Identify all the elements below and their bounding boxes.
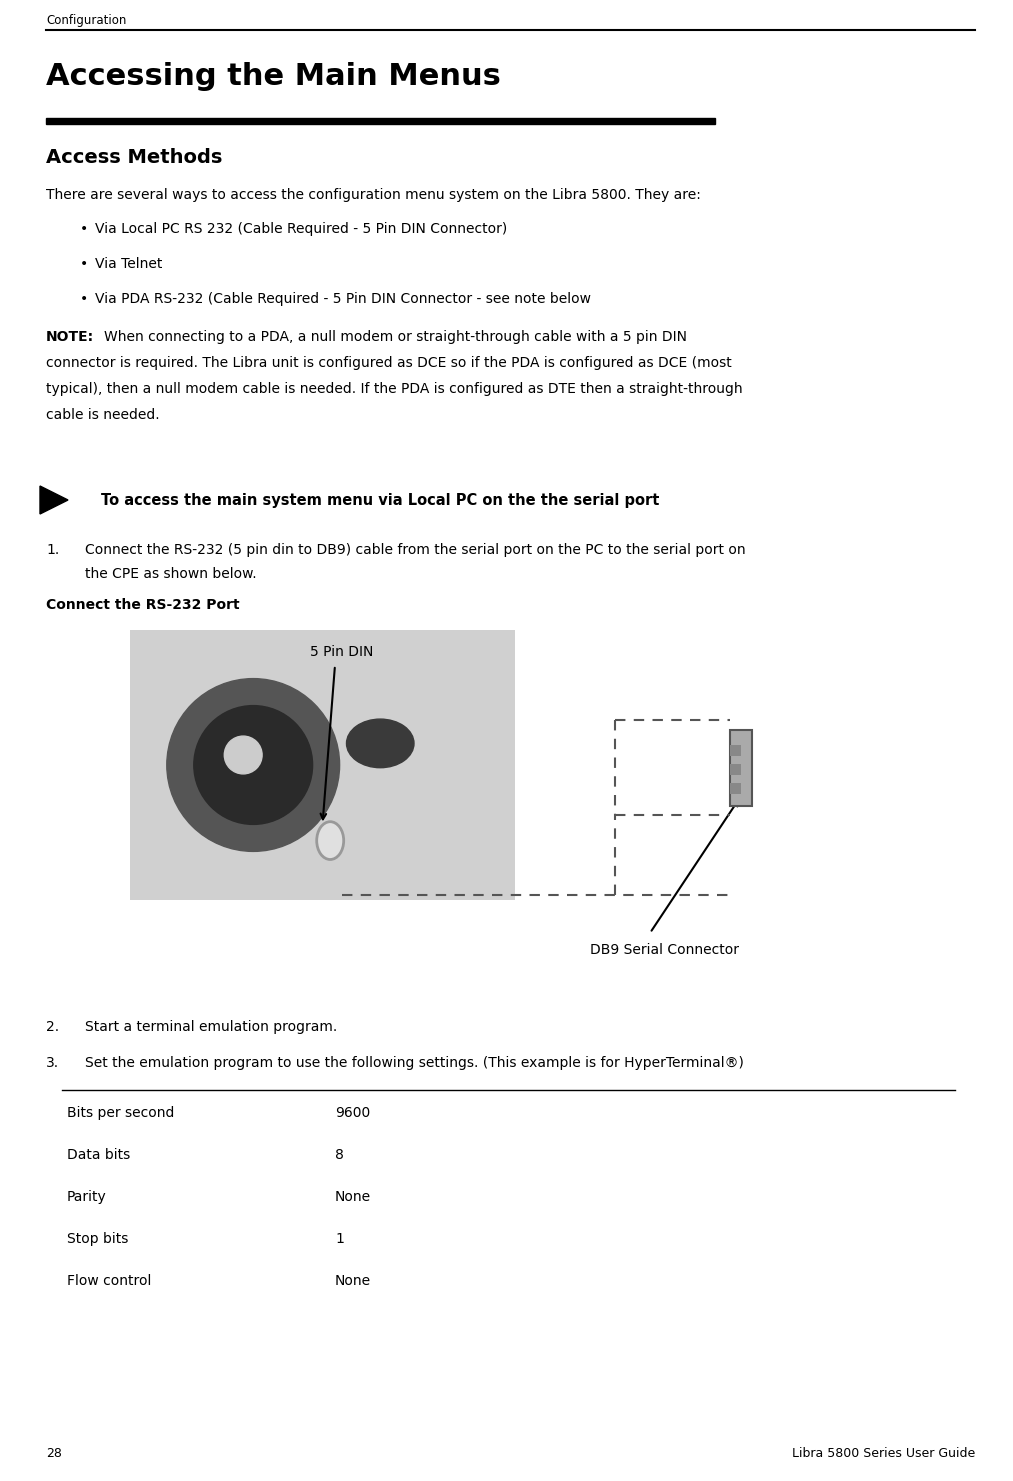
Text: typical), then a null modem cable is needed. If the PDA is configured as DTE the: typical), then a null modem cable is nee… bbox=[46, 382, 743, 395]
Text: None: None bbox=[335, 1274, 371, 1288]
Text: Parity: Parity bbox=[67, 1191, 106, 1204]
Text: None: None bbox=[335, 1191, 371, 1204]
Text: Stop bits: Stop bits bbox=[67, 1232, 129, 1246]
Text: Data bits: Data bits bbox=[67, 1148, 131, 1163]
Text: Set the emulation program to use the following settings. (This example is for Hy: Set the emulation program to use the fol… bbox=[85, 1056, 744, 1069]
Circle shape bbox=[167, 678, 339, 852]
Text: •: • bbox=[80, 292, 88, 307]
Text: •: • bbox=[80, 258, 88, 271]
Text: 9600: 9600 bbox=[335, 1106, 370, 1120]
Bar bbox=[730, 782, 741, 794]
Bar bbox=[730, 764, 741, 775]
Text: 8: 8 bbox=[335, 1148, 343, 1163]
Text: Flow control: Flow control bbox=[67, 1274, 151, 1288]
Ellipse shape bbox=[317, 822, 343, 859]
Text: Connect the RS-232 (5 pin din to DB9) cable from the serial port on the PC to th: Connect the RS-232 (5 pin din to DB9) ca… bbox=[85, 544, 746, 557]
Text: Via Telnet: Via Telnet bbox=[95, 258, 162, 271]
Text: 1: 1 bbox=[335, 1232, 343, 1246]
Text: Bits per second: Bits per second bbox=[67, 1106, 174, 1120]
Text: Via PDA RS-232 (Cable Required - 5 Pin DIN Connector - see note below: Via PDA RS-232 (Cable Required - 5 Pin D… bbox=[95, 292, 591, 307]
Polygon shape bbox=[40, 486, 68, 514]
Bar bbox=[730, 730, 752, 806]
Text: Accessing the Main Menus: Accessing the Main Menus bbox=[46, 62, 500, 90]
Text: To access the main system menu via Local PC on the the serial port: To access the main system menu via Local… bbox=[101, 493, 659, 508]
Text: Libra 5800 Series User Guide: Libra 5800 Series User Guide bbox=[792, 1447, 975, 1460]
Bar bbox=[46, 118, 715, 124]
Text: Start a terminal emulation program.: Start a terminal emulation program. bbox=[85, 1020, 337, 1034]
Ellipse shape bbox=[346, 720, 414, 767]
Text: the CPE as shown below.: the CPE as shown below. bbox=[85, 567, 256, 581]
Bar bbox=[130, 629, 515, 900]
Text: Configuration: Configuration bbox=[46, 13, 127, 27]
Text: 28: 28 bbox=[46, 1447, 62, 1460]
Circle shape bbox=[224, 736, 262, 775]
Text: 2.: 2. bbox=[46, 1020, 59, 1034]
Text: 1.: 1. bbox=[46, 544, 59, 557]
Text: There are several ways to access the configuration menu system on the Libra 5800: There are several ways to access the con… bbox=[46, 188, 701, 201]
Text: Via Local PC RS 232 (Cable Required - 5 Pin DIN Connector): Via Local PC RS 232 (Cable Required - 5 … bbox=[95, 222, 508, 235]
Text: 5 Pin DIN: 5 Pin DIN bbox=[310, 646, 374, 659]
Text: 3.: 3. bbox=[46, 1056, 59, 1069]
Text: NOTE:: NOTE: bbox=[46, 330, 94, 344]
Text: When connecting to a PDA, a null modem or straight-through cable with a 5 pin DI: When connecting to a PDA, a null modem o… bbox=[104, 330, 687, 344]
Text: Access Methods: Access Methods bbox=[46, 148, 223, 167]
Circle shape bbox=[193, 705, 313, 825]
Text: cable is needed.: cable is needed. bbox=[46, 407, 160, 422]
Text: •: • bbox=[80, 222, 88, 235]
Text: connector is required. The Libra unit is configured as DCE so if the PDA is conf: connector is required. The Libra unit is… bbox=[46, 355, 731, 370]
Text: DB9 Serial Connector: DB9 Serial Connector bbox=[590, 943, 739, 957]
Bar bbox=[730, 745, 741, 757]
Text: Connect the RS-232 Port: Connect the RS-232 Port bbox=[46, 598, 240, 612]
